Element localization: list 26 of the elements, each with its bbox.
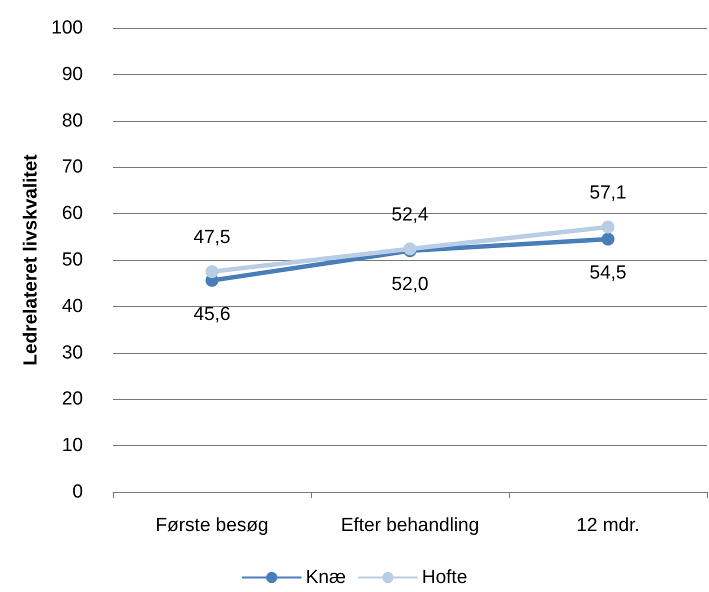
x-tick-label: Første besøg <box>156 515 268 536</box>
point <box>602 220 614 234</box>
y-tick-label: 100 <box>51 18 83 38</box>
legend-label: Knæ <box>306 567 346 588</box>
data-label: 52,0 <box>392 274 428 296</box>
y-tick-label: 0 <box>72 482 83 502</box>
y-tick-label: 30 <box>62 342 83 364</box>
y-tick-label: 50 <box>62 250 83 270</box>
data-label: 54,5 <box>590 262 626 284</box>
x-tick-label: 12 mdr. <box>576 515 640 536</box>
y-tick-label: 90 <box>62 64 83 85</box>
data-label: 47,5 <box>194 227 230 248</box>
data-label: 57,1 <box>590 182 626 204</box>
data-label: 45,6 <box>194 304 230 325</box>
x-tick-label: Efter behandling <box>340 515 480 536</box>
y-tick-label: 60 <box>62 203 83 224</box>
y-tick-label: 70 <box>62 156 83 178</box>
data-label: 52,4 <box>392 204 429 226</box>
y-tick-label: 20 <box>62 388 83 410</box>
y-tick-label: 80 <box>62 110 83 132</box>
y-tick-label: 40 <box>62 296 83 317</box>
legend-label: Hofte <box>422 567 468 588</box>
y-axis-title: Ledrelateret livskvalitet <box>20 154 42 366</box>
point <box>206 265 218 278</box>
y-tick-label: 10 <box>62 435 83 456</box>
point <box>602 232 614 246</box>
